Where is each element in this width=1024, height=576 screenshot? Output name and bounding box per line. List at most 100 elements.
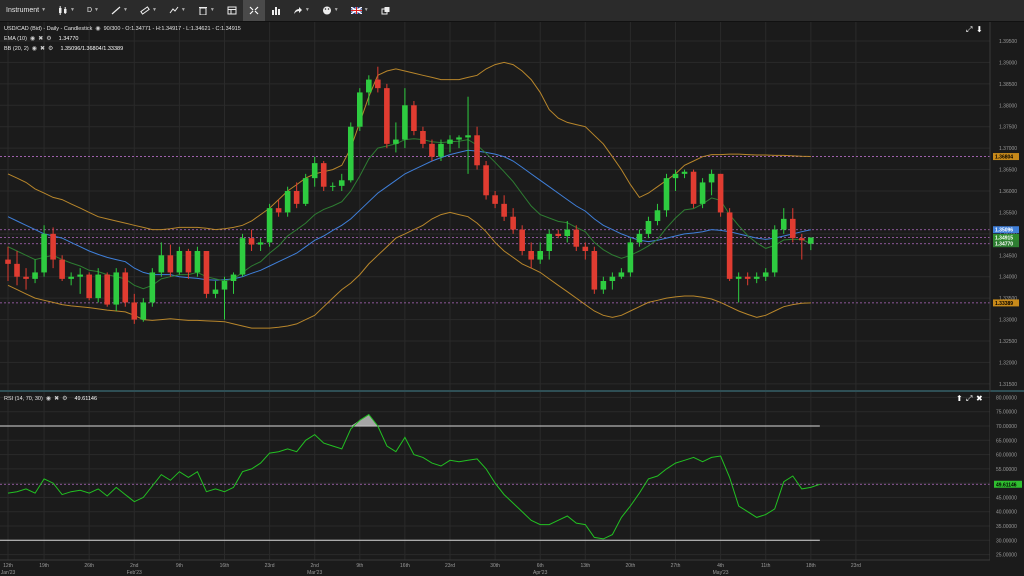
candle bbox=[203, 251, 210, 299]
measure-tool-button[interactable]: ▼ bbox=[134, 0, 163, 21]
fit-screen-button[interactable] bbox=[242, 0, 265, 21]
candle bbox=[456, 135, 462, 149]
candle-body bbox=[582, 246, 589, 251]
ema-legend: EMA (10) ◉ ✖ ⚙ 1.34770 bbox=[4, 35, 79, 43]
time-tick-sublabel: May'23 bbox=[713, 570, 729, 576]
candle-body bbox=[212, 289, 219, 294]
candle-body bbox=[23, 276, 29, 279]
indicators-icon bbox=[271, 7, 280, 15]
candles-icon bbox=[59, 6, 67, 15]
arrow-down-icon[interactable]: ⬇ bbox=[976, 25, 983, 34]
candle bbox=[726, 208, 733, 281]
candle bbox=[302, 173, 309, 206]
candle-body bbox=[672, 173, 679, 179]
expand-icon[interactable]: ⤢ bbox=[966, 25, 973, 34]
candle-body bbox=[248, 238, 255, 245]
chevron-down-icon: ▼ bbox=[70, 7, 75, 13]
compare-button[interactable]: ▼ bbox=[163, 0, 192, 21]
visibility-icon[interactable]: ◉ bbox=[45, 396, 52, 402]
candle bbox=[275, 199, 282, 217]
candle bbox=[356, 88, 363, 131]
gear-icon[interactable]: ⚙ bbox=[48, 46, 54, 52]
candle-body bbox=[239, 238, 246, 275]
price-tag: 1.34915 bbox=[993, 234, 1019, 242]
candle-body bbox=[762, 272, 769, 277]
price-tick-label: 1.36000 bbox=[999, 189, 1017, 195]
ema-line bbox=[7, 138, 812, 290]
candle-body bbox=[501, 203, 507, 217]
price-tag-bg bbox=[993, 153, 1019, 161]
flag-uk-icon bbox=[350, 7, 362, 14]
candle bbox=[681, 169, 688, 179]
candle-body bbox=[59, 259, 65, 279]
candle-body bbox=[32, 272, 38, 279]
candle-body bbox=[699, 182, 706, 204]
price-tag: 1.35096 bbox=[993, 226, 1019, 234]
indicators-button[interactable] bbox=[265, 0, 287, 21]
close-icon[interactable]: ✖ bbox=[40, 46, 46, 52]
candle bbox=[393, 122, 399, 153]
candle-body bbox=[519, 229, 525, 251]
palette-icon bbox=[322, 6, 331, 15]
share-button[interactable]: ▼ bbox=[287, 0, 316, 21]
candle-body bbox=[14, 263, 20, 277]
price-tick-label: 1.33500 bbox=[999, 296, 1017, 302]
candle-body bbox=[645, 221, 652, 234]
visibility-icon[interactable]: ◉ bbox=[29, 36, 36, 42]
candle bbox=[582, 242, 589, 260]
candle-body bbox=[627, 242, 634, 273]
candle bbox=[465, 96, 471, 174]
gear-icon[interactable]: ⚙ bbox=[62, 396, 68, 402]
close-icon[interactable]: ✖ bbox=[976, 394, 983, 403]
rsi-chart[interactable] bbox=[0, 392, 990, 560]
candle bbox=[221, 276, 228, 320]
drawing-tool-button[interactable]: ▼ bbox=[105, 0, 134, 21]
popout-button[interactable] bbox=[375, 0, 397, 21]
chart-type-button[interactable]: ▼ bbox=[52, 0, 81, 21]
template-button[interactable] bbox=[221, 0, 243, 21]
candle bbox=[185, 248, 192, 279]
language-button[interactable]: ▼ bbox=[345, 0, 375, 21]
expand-icon[interactable]: ⤢ bbox=[966, 394, 973, 403]
time-tick-label: 11th bbox=[761, 563, 771, 569]
rsi-panel[interactable]: RSI (14, 70, 30) ◉ ✖ ⚙ 49.61146 ⬆ ⤢ ✖ bbox=[0, 392, 990, 560]
close-icon[interactable]: ✖ bbox=[38, 36, 44, 42]
candle bbox=[375, 66, 381, 93]
visibility-icon[interactable]: ◉ bbox=[95, 26, 101, 32]
instrument-selector[interactable]: Instrument ▼ bbox=[0, 0, 52, 21]
visibility-icon[interactable]: ◉ bbox=[31, 46, 38, 52]
candle-body bbox=[275, 208, 282, 213]
theme-button[interactable]: ▼ bbox=[316, 0, 345, 21]
candle bbox=[762, 268, 769, 281]
gear-icon[interactable]: ⚙ bbox=[46, 36, 52, 42]
bb-legend: BB (20, 2) ◉ ✖ ⚙ 1.35096/1.36804/1.33389 bbox=[4, 45, 123, 53]
candle-body bbox=[600, 281, 607, 290]
candle-body bbox=[528, 251, 534, 260]
price-tick-label: 1.32500 bbox=[999, 339, 1017, 345]
candle bbox=[735, 272, 742, 303]
time-tick-label: 16th bbox=[400, 563, 410, 569]
time-tick-sublabel: Mar'23 bbox=[307, 570, 322, 576]
rsi-line bbox=[7, 413, 820, 540]
candle-body bbox=[438, 143, 444, 157]
price-chart[interactable] bbox=[0, 22, 990, 390]
time-tick-label: 20th bbox=[626, 563, 636, 569]
delete-drawings-button[interactable]: ▼ bbox=[192, 0, 221, 21]
candle-body bbox=[167, 255, 174, 273]
candle-body bbox=[140, 302, 147, 320]
panel-divider[interactable] bbox=[0, 390, 1024, 392]
price-tick-label: 1.31500 bbox=[999, 382, 1017, 388]
arrow-up-icon[interactable]: ⬆ bbox=[956, 394, 963, 403]
bb-label: BB (20, 2) bbox=[4, 45, 29, 52]
price-tick-label: 1.32000 bbox=[999, 360, 1017, 366]
timeframe-selector[interactable]: D ▼ bbox=[81, 0, 105, 21]
close-icon[interactable]: ✖ bbox=[54, 396, 60, 402]
candle-body bbox=[735, 276, 742, 279]
rsi-legend: RSI (14, 70, 30) ◉ ✖ ⚙ 49.61146 bbox=[4, 395, 97, 403]
popout-icon bbox=[381, 7, 390, 15]
candle-body bbox=[771, 229, 778, 273]
chevron-down-icon: ▼ bbox=[209, 7, 215, 13]
candle-body bbox=[149, 272, 156, 303]
price-panel[interactable]: USD/CAD (Bid) - Daily - Candlestick ◉ 90… bbox=[0, 22, 990, 390]
candle-body bbox=[356, 92, 363, 127]
